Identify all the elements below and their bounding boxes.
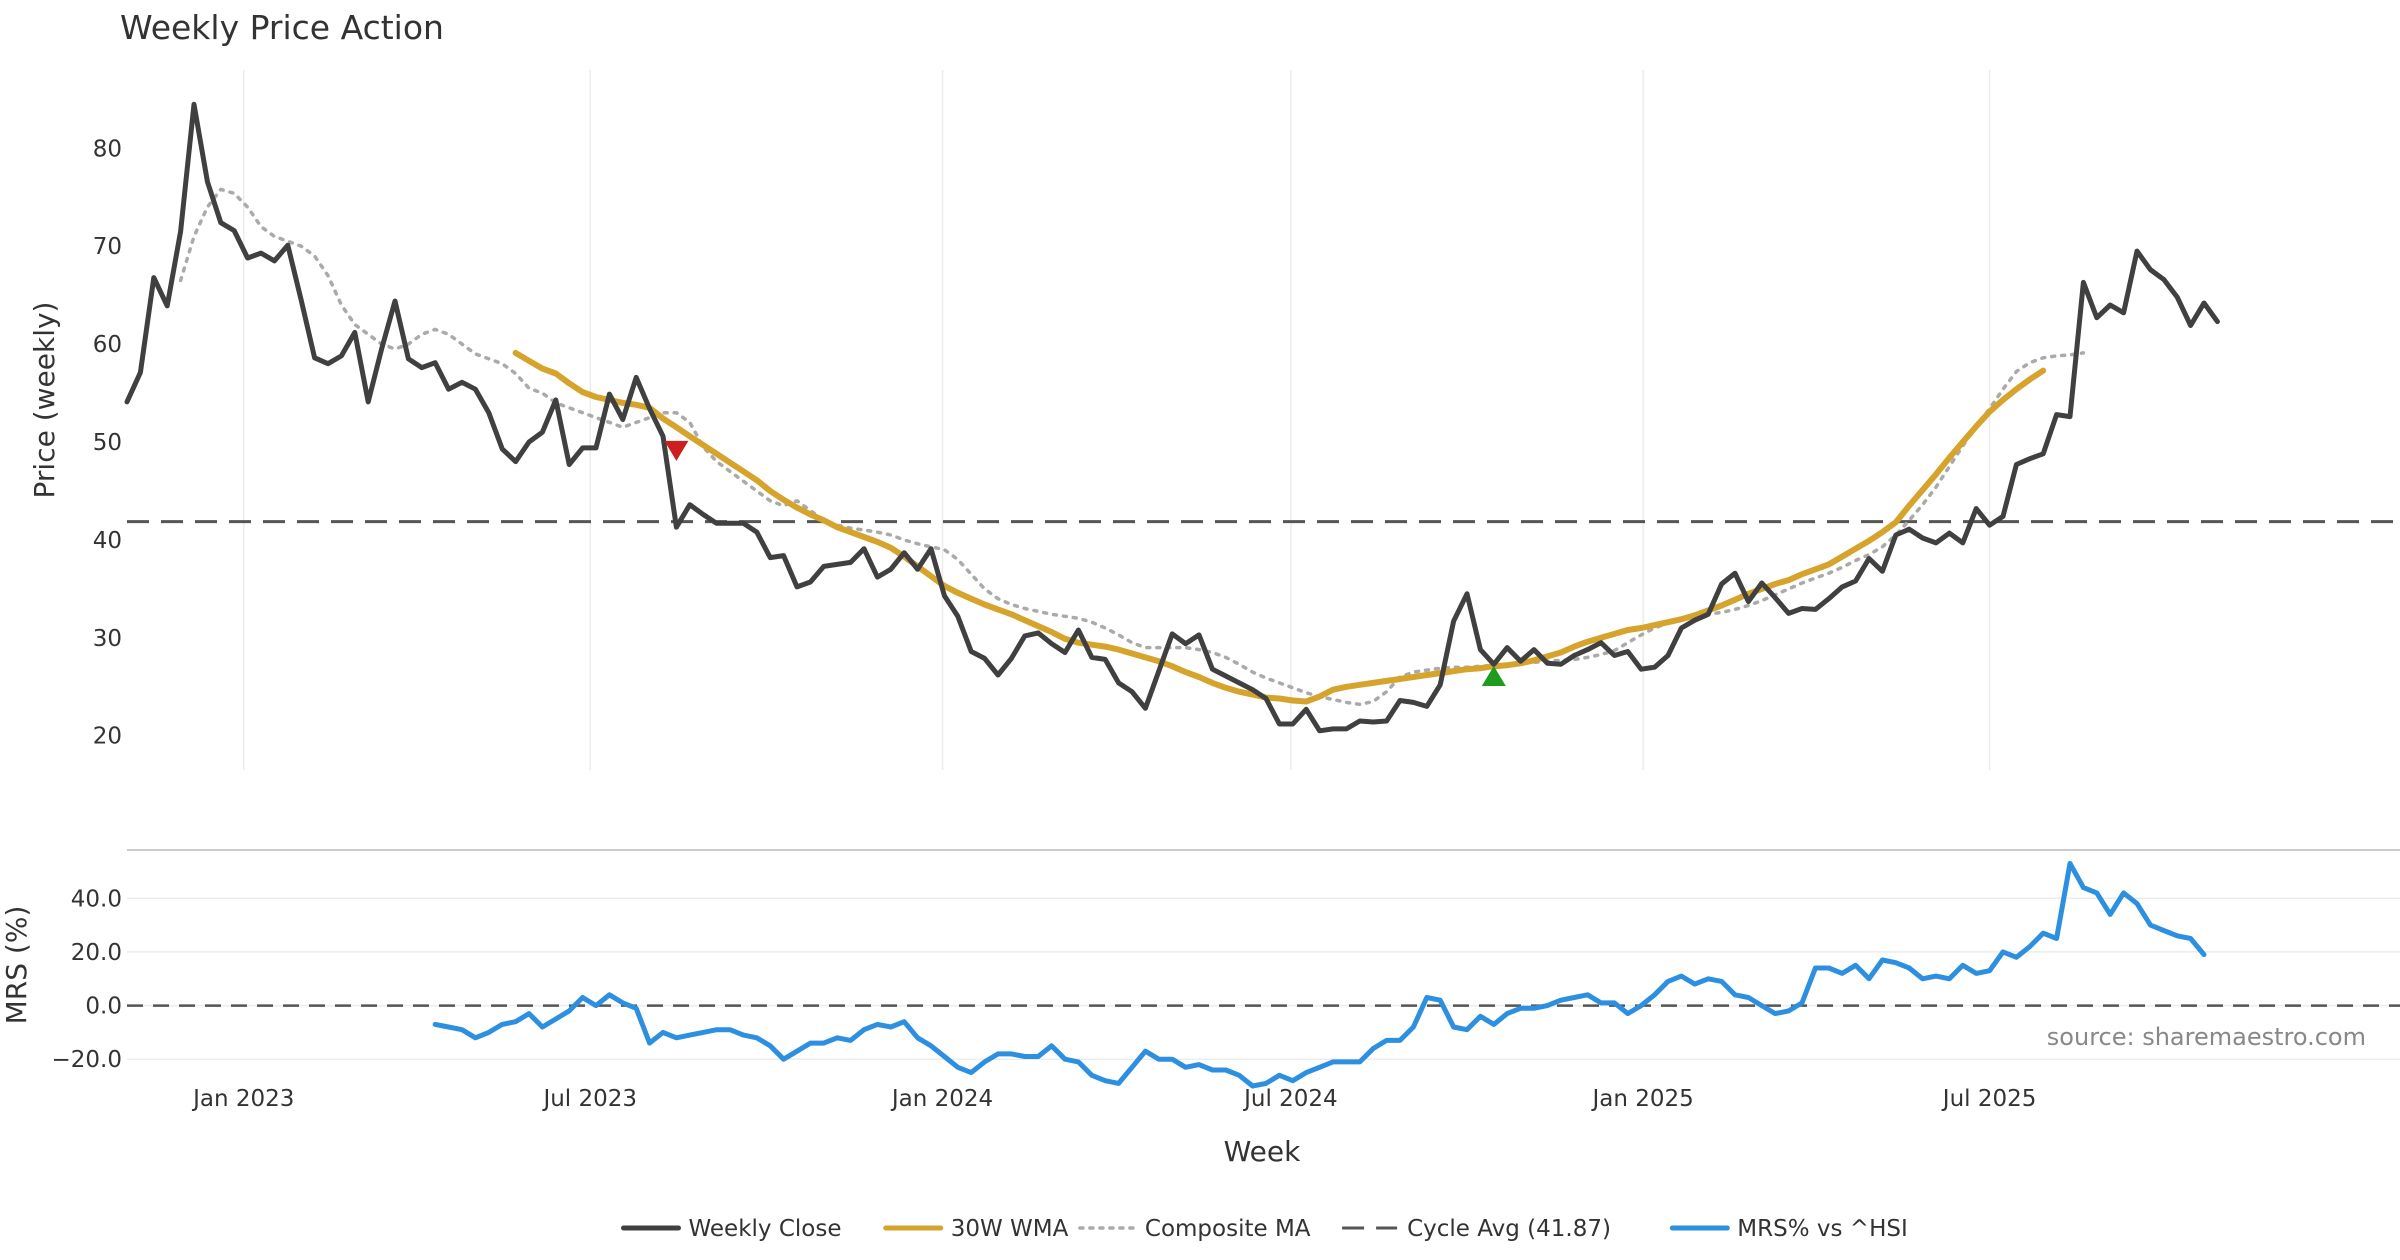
sell-signal-marker — [664, 440, 689, 461]
weekly-close-line — [124, 101, 2220, 734]
legend-label: 30W WMA — [951, 1216, 1069, 1242]
mrs-series — [127, 860, 2400, 1089]
x-ticks: Jan 2023 Jul 2023 Jan 2024 Jul 2024 Jan 2025… — [191, 1086, 2036, 1112]
price-y-tick-label: 70 — [93, 234, 122, 260]
mrs-y-tick-label: 20.0 — [71, 940, 122, 966]
x-tick-label: Jul 2025 — [1941, 1086, 2037, 1112]
price-y-tick-label: 20 — [93, 724, 122, 750]
x-axis-label: Week — [1224, 1135, 1301, 1168]
x-tick-label: Jul 2024 — [1242, 1086, 1338, 1112]
30w-wma-line — [512, 349, 2047, 705]
chart-title: Weekly Price Action — [120, 8, 444, 47]
legend-label: Cycle Avg (41.87) — [1407, 1216, 1611, 1242]
x-tick-label: Jan 2024 — [890, 1086, 993, 1112]
price-y-tick-label: 40 — [93, 528, 122, 554]
legend-label: Composite MA — [1145, 1216, 1311, 1242]
price-ylabel: Price (weekly) — [28, 302, 61, 499]
legend-label: Weekly Close — [689, 1216, 842, 1242]
mrs-y-tick-label: −20.0 — [52, 1047, 122, 1073]
composite-ma-line — [178, 187, 2086, 707]
x-tick-label: Jul 2023 — [541, 1086, 637, 1112]
price-grid — [243, 70, 1991, 770]
price-y-tick-label: 60 — [93, 332, 122, 358]
mrs-ylabel: MRS (%) — [0, 906, 33, 1025]
price-y-tick-label: 30 — [93, 626, 122, 652]
legend: Weekly Close 30W WMA Composite MA Cycle Avg… — [621, 1216, 1908, 1242]
buy-signal-marker — [1481, 666, 1506, 687]
price-y-tick-label: 50 — [93, 430, 122, 456]
mrs-line — [432, 860, 2207, 1089]
price-y-tick-label: 80 — [93, 136, 122, 162]
legend-label: MRS% vs ^HSI — [1737, 1216, 1907, 1242]
mrs-y-tick-label: 0.0 — [85, 994, 122, 1020]
x-tick-label: Jan 2025 — [1590, 1086, 1693, 1112]
price-y-ticks: 20 30 40 50 60 70 80 — [93, 136, 122, 749]
price-series — [124, 101, 2400, 734]
mrs-y-tick-label: 40.0 — [71, 886, 122, 912]
source-annotation: source: sharemaestro.com — [2047, 1023, 2366, 1051]
x-tick-label: Jan 2023 — [191, 1086, 294, 1112]
mrs-y-ticks: −20.0 0.0 20.0 40.0 — [52, 886, 122, 1073]
